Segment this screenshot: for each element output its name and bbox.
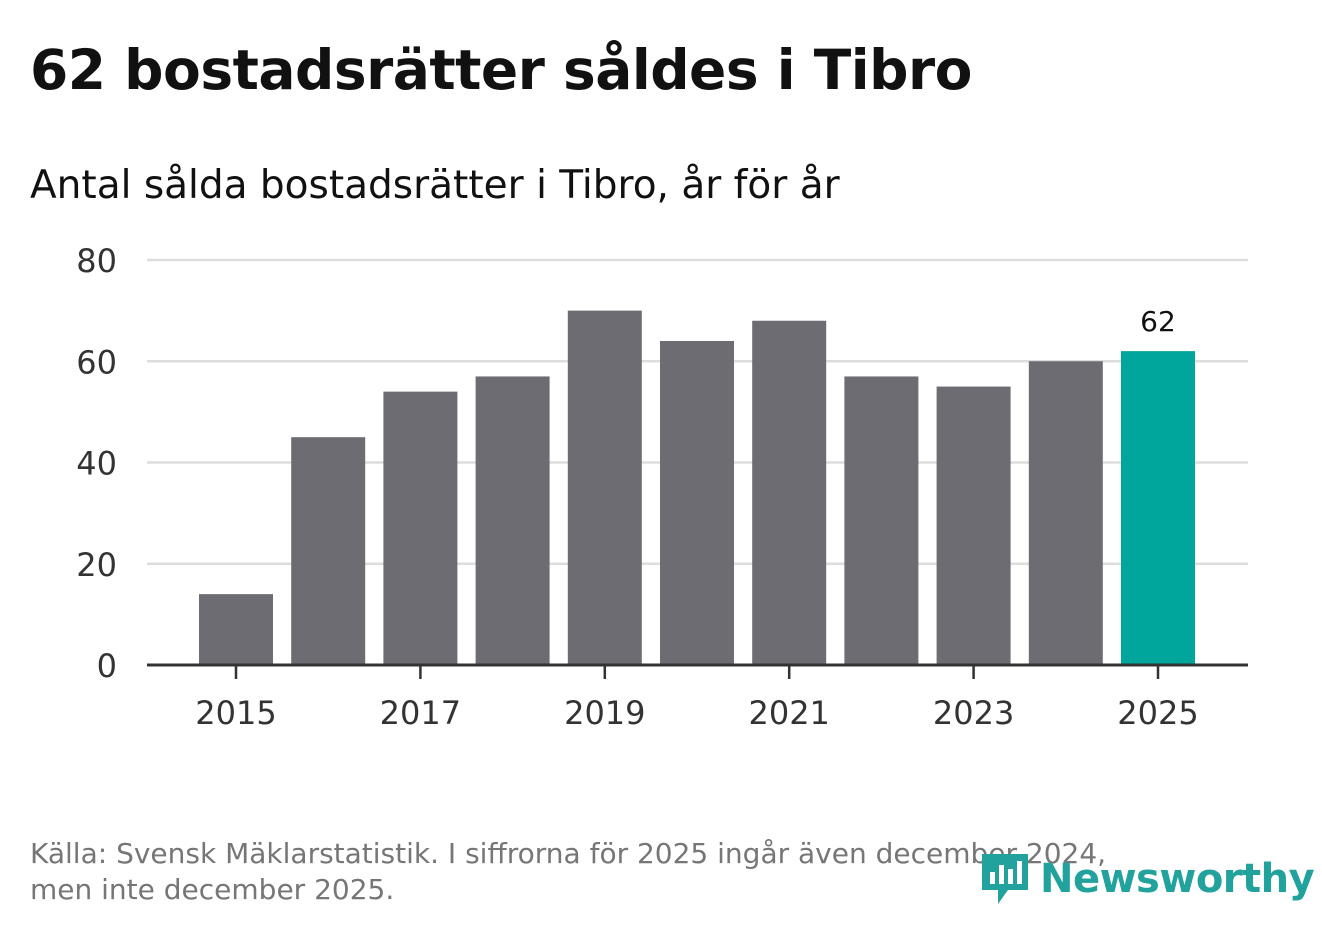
bars — [199, 310, 1195, 665]
y-tick-label-80: 80 — [76, 242, 117, 280]
source-note-line-1: Källa: Svensk Mäklarstatistik. I siffror… — [30, 837, 1107, 870]
logo-text: Newsworthy — [1040, 856, 1315, 902]
y-tick-label-60: 60 — [76, 343, 117, 381]
bar-chart-bubble-icon — [982, 854, 1028, 904]
y-tick-label-0: 0 — [97, 647, 117, 685]
tick-labels: 0 20 40 60 80 2015 2017 2019 2021 2023 2025 62 — [76, 242, 1198, 732]
chart-subtitle: Antal sålda bostadsrätter i Tibro, år fö… — [30, 163, 840, 208]
x-tick-label-2021: 2021 — [748, 694, 829, 732]
x-tick-label-2025: 2025 — [1117, 694, 1198, 732]
x-tick-label-2015: 2015 — [195, 694, 276, 732]
bar-chart: 0 20 40 60 80 2015 2017 2019 2021 2023 2025 62 — [76, 242, 1248, 732]
bar-2018 — [475, 376, 550, 665]
y-tick-label-20: 20 — [76, 546, 117, 584]
source-note-line-2: men inte december 2025. — [30, 873, 395, 906]
bar-2023 — [936, 386, 1011, 665]
bar-2016 — [291, 437, 366, 665]
source-note: Källa: Svensk Mäklarstatistik. I siffror… — [30, 836, 1270, 908]
bar-2025 — [1121, 351, 1195, 665]
x-tick-label-2017: 2017 — [380, 694, 461, 732]
x-tick-label-2019: 2019 — [564, 694, 645, 732]
y-tick-label-40: 40 — [76, 445, 117, 483]
bar-2020 — [660, 341, 734, 665]
bar-2022 — [844, 376, 919, 665]
axes — [147, 663, 1248, 679]
bar-2017 — [383, 391, 458, 665]
x-tick-label-2023: 2023 — [933, 694, 1014, 732]
newsworthy-logo: Newsworthy — [978, 850, 1315, 908]
bar-2019 — [567, 310, 642, 665]
data-label-2025: 62 — [1140, 305, 1176, 338]
bar-2015 — [199, 594, 273, 665]
bar-2024 — [1028, 361, 1103, 665]
bar-2021 — [752, 320, 827, 665]
chart-title: 62 bostadsrätter såldes i Tibro — [30, 38, 972, 102]
